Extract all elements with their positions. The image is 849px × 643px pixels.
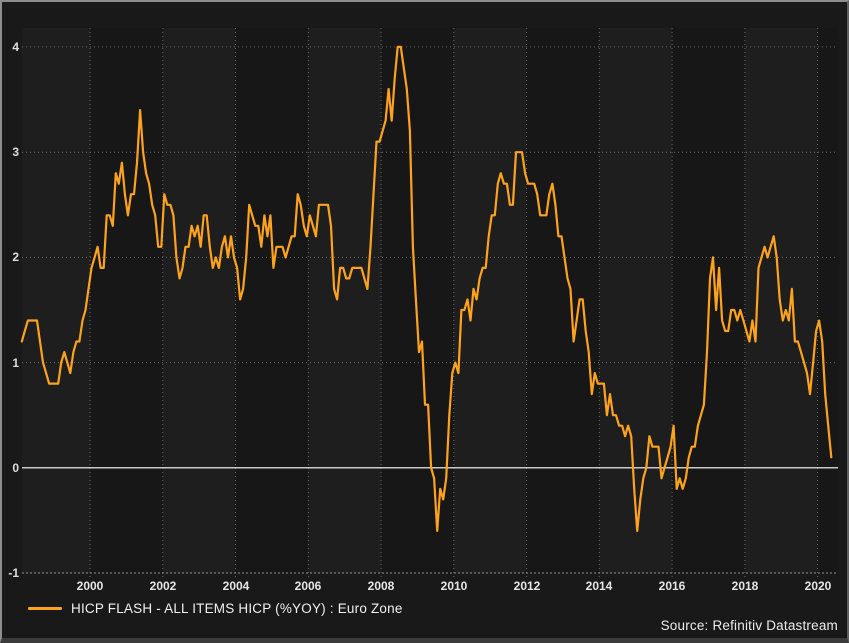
- y-axis-tick-label: 4: [12, 40, 19, 54]
- x-axis-tick-label: 2008: [367, 579, 395, 593]
- x-axis-tick-label: 2012: [513, 579, 541, 593]
- background-band: [162, 28, 236, 573]
- background-band: [308, 28, 382, 573]
- background-band: [381, 28, 454, 573]
- background-band: [235, 28, 309, 573]
- background-band: [817, 28, 838, 573]
- hicp-series-line: [20, 45, 833, 533]
- x-axis-tick-label: 2000: [76, 579, 104, 593]
- y-axis-tick-label: 1: [12, 356, 19, 370]
- y-axis-tick-label: 2: [12, 250, 19, 264]
- legend-line-swatch: [28, 606, 62, 610]
- y-axis-tick-label: -1: [8, 566, 19, 580]
- x-axis-tick-label: 2006: [294, 579, 322, 593]
- x-axis-tick-label: 2002: [149, 579, 177, 593]
- x-axis-tick-label: 2020: [804, 579, 832, 593]
- legend-label: HICP FLASH - ALL ITEMS HICP (%YOY) : Eur…: [71, 600, 403, 616]
- legend: HICP FLASH - ALL ITEMS HICP (%YOY) : Eur…: [28, 600, 403, 616]
- x-axis-tick-label: 2014: [585, 579, 613, 593]
- source-note: Source: Refinitiv Datastream: [660, 618, 838, 633]
- background-band: [599, 28, 673, 573]
- y-axis-tick-label: 3: [12, 145, 19, 159]
- x-axis-tick-label: 2018: [731, 579, 759, 593]
- x-axis-tick-label: 2010: [440, 579, 468, 593]
- x-axis-tick-label: 2004: [222, 579, 250, 593]
- background-band: [526, 28, 600, 573]
- background-band: [22, 28, 90, 573]
- x-axis-tick-label: 2016: [658, 579, 686, 593]
- background-band: [744, 28, 818, 573]
- background-band: [90, 28, 163, 573]
- y-axis-tick-label: 0: [12, 461, 19, 475]
- background-band: [453, 28, 527, 573]
